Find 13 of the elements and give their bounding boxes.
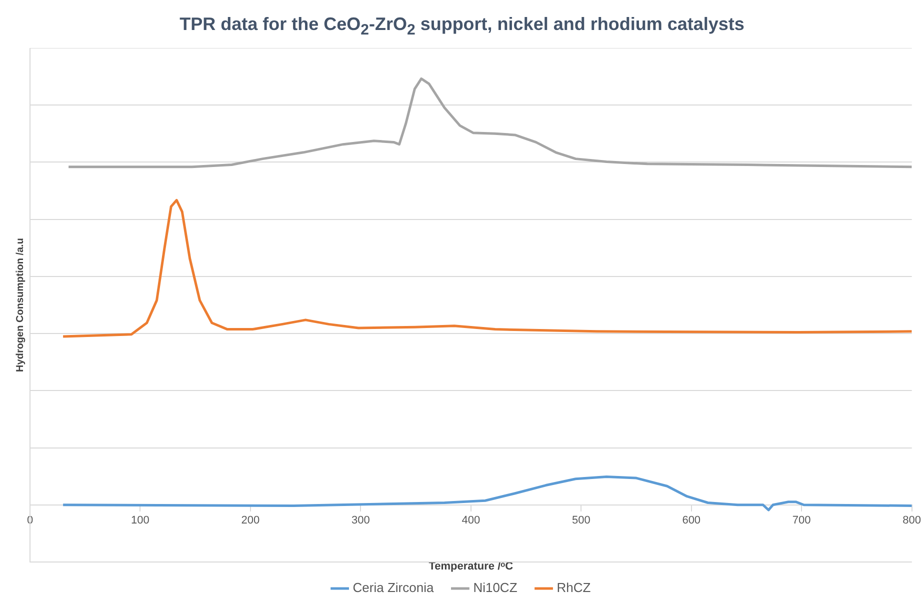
legend-label: Ceria Zirconia [352,580,434,596]
chart-title: TPR data for the CeO$_{2}$-ZrO$_{2}$ support, nickel and rhodium catalysts [178,13,746,41]
x-tick-label: 100 [131,514,150,527]
x-tick-label: 500 [572,514,590,527]
x-tick-label: 600 [682,514,701,527]
x-tick-label: 800 [902,514,922,527]
x-tick-label: 200 [241,514,260,527]
legend-label: Ni10CZ [473,580,518,596]
legend-label: RhCZ [556,580,591,596]
x-tick-label: 300 [352,514,370,527]
y-axis-title: Hydrogen Consumption /a.u [14,238,26,372]
x-tick-label: 700 [792,514,811,527]
x-tick-label: 400 [462,514,480,527]
